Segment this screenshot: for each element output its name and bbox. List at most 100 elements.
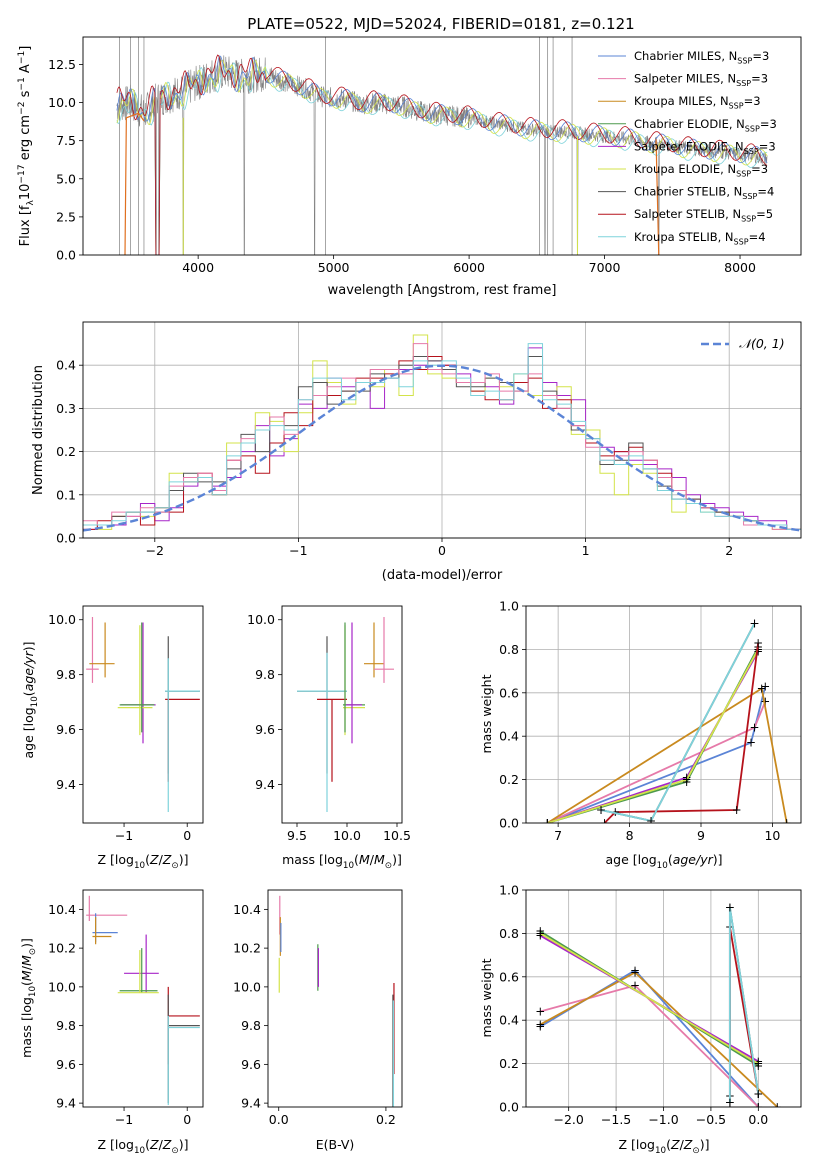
weight-marker: + <box>542 816 552 830</box>
plot-area <box>86 616 200 813</box>
weight-line <box>728 907 760 1103</box>
model-edge-right <box>655 139 660 255</box>
y-tick-label: 0.2 <box>499 772 519 787</box>
weight-marker: + <box>753 1059 763 1073</box>
y-tick-label: 10.2 <box>233 941 261 956</box>
y-tick-label: 0.3 <box>56 401 76 416</box>
y-tick-label: 10.4 <box>48 902 76 917</box>
weight-marker: + <box>630 963 640 977</box>
plot-area <box>116 37 768 255</box>
model-line <box>116 59 768 255</box>
axes-frame <box>82 605 204 824</box>
weight-marker: + <box>725 1096 735 1110</box>
weight-line <box>600 622 756 822</box>
y-tick-label: 9.8 <box>56 667 76 682</box>
legend-label: Kroupa ELODIE, NSSP=3 <box>634 162 768 178</box>
weight-marker: + <box>682 770 692 784</box>
weight-line <box>539 984 759 1107</box>
x-axis-label: age [log10(age/yr)] <box>605 852 722 871</box>
x-tick-label: −1 <box>289 543 307 558</box>
x-tick-label: 2 <box>725 543 733 558</box>
y-tick-label: 9.6 <box>241 1057 261 1072</box>
x-axis-label: wavelength [Angstrom, rest frame] <box>328 283 557 298</box>
y-tick-label: 9.8 <box>255 667 275 682</box>
y-axis-label: Flux [fλ10−17 erg cm−2 s−1 A−1] <box>17 46 36 247</box>
weight-line <box>547 686 767 823</box>
legend-label: Kroupa STELIB, NSSP=4 <box>634 230 766 246</box>
weight-marker: + <box>757 681 767 695</box>
y-tick-label: 10.2 <box>48 941 76 956</box>
axes-residuals: −2 −1 0 1 2 0.0 0.1 0.2 0.3 0.4 𝒩(0, 1) (data-model… <box>31 321 802 583</box>
weight-line <box>539 932 759 1065</box>
x-tick-label: 5000 <box>318 260 350 275</box>
y-tick-label: 9.4 <box>255 777 275 792</box>
y-tick-label: 0.4 <box>499 729 519 744</box>
histogram-step <box>83 343 801 530</box>
x-tick-label: 8000 <box>724 260 756 275</box>
weight-marker: + <box>753 1057 763 1071</box>
axes-frame <box>281 605 403 824</box>
weight-marker: + <box>610 805 620 819</box>
y-tick-label: 10.4 <box>233 902 261 917</box>
x-tick-label: 4000 <box>182 260 214 275</box>
legend-label: Chabrier STELIB, NSSP=4 <box>634 185 774 201</box>
x-tick-label: 0 <box>183 1112 191 1127</box>
x-tick-label: 9.5 <box>287 828 307 843</box>
x-tick-label: 0.0 <box>748 1112 768 1127</box>
y-tick-label: 10.0 <box>233 979 261 994</box>
weight-marker: + <box>753 636 763 650</box>
weight-marker: + <box>535 929 545 943</box>
x-axis-label: Z [log10(Z/Z⊙)] <box>98 852 189 871</box>
x-tick-label: 1 <box>582 543 590 558</box>
weight-marker: + <box>535 924 545 938</box>
x-tick-label: −1.0 <box>648 1112 678 1127</box>
axes-frame <box>525 605 802 824</box>
y-axis-label: age [log10(age/yr)] <box>21 641 40 758</box>
y-tick-label: 10.0 <box>247 612 275 627</box>
axes-frame <box>82 36 802 256</box>
plot-area: ++++++++++++++++++++++++ <box>535 900 782 1114</box>
y-tick-label: 0.8 <box>499 926 519 941</box>
x-tick-label: 9 <box>697 828 705 843</box>
weight-marker: + <box>542 816 552 830</box>
y-tick-label: 10.0 <box>48 979 76 994</box>
x-tick-label: −0.5 <box>696 1112 726 1127</box>
weight-marker: + <box>753 645 763 659</box>
y-tick-label: 0.8 <box>499 642 519 657</box>
weight-marker: + <box>772 1100 782 1114</box>
y-tick-label: 9.4 <box>241 1096 261 1111</box>
weight-marker: + <box>725 900 735 914</box>
y-tick-label: 0.6 <box>499 685 519 700</box>
weight-marker: + <box>535 926 545 940</box>
y-tick-label: 0.0 <box>499 1100 519 1115</box>
weight-marker: + <box>750 721 760 735</box>
legend-label: 𝒩(0, 1) <box>739 336 785 351</box>
x-tick-label: 0 <box>183 828 191 843</box>
axes-weights_vs_age: +++++++++++++++++++++++ +++++7 8 9 10 0.0 0.2 0… <box>479 599 802 871</box>
data-spectrum-line <box>116 55 768 255</box>
axes-mass_vs_EBV: 0.0 0.2 9.4 9.6 9.8 10.0 10.2 10.4 E(B-V) <box>233 889 403 1152</box>
y-tick-label: 10.0 <box>48 95 76 110</box>
axes-age_vs_mass: 9.5 10.0 10.5 9.4 9.6 9.8 10.0 mass [log10(M/M⊙… <box>247 605 411 871</box>
weight-marker: + <box>630 978 640 992</box>
x-tick-label: −2 <box>146 543 164 558</box>
weight-marker: + <box>750 616 760 630</box>
y-tick-label: 0.4 <box>499 1013 519 1028</box>
x-tick-label: 10.5 <box>383 828 411 843</box>
y-tick-label: 0.1 <box>56 487 76 502</box>
weight-marker: + <box>535 1018 545 1032</box>
plot-area <box>297 616 394 813</box>
weight-marker: + <box>630 965 640 979</box>
x-tick-label: 10 <box>764 828 780 843</box>
weight-marker: + <box>535 1020 545 1034</box>
y-tick-label: 9.8 <box>56 1018 76 1033</box>
model-line <box>116 54 768 255</box>
histogram-step <box>83 343 801 530</box>
x-tick-label: 0 <box>438 543 446 558</box>
y-tick-label: 0.2 <box>56 444 76 459</box>
x-tick-label: 8 <box>626 828 634 843</box>
y-tick-label: 5.0 <box>56 171 76 186</box>
weight-marker: + <box>542 816 552 830</box>
weight-marker: + <box>753 1100 763 1114</box>
